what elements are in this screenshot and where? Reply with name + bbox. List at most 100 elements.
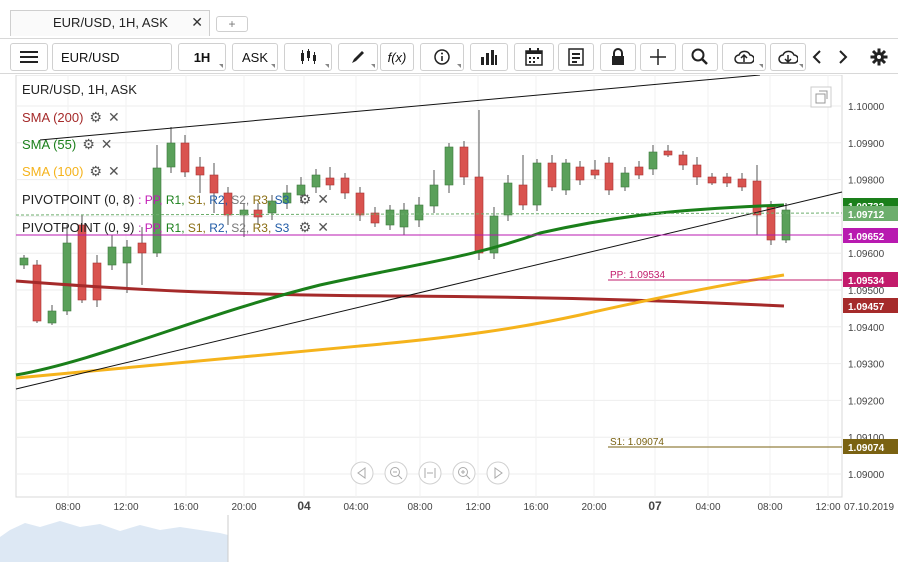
- lock-icon: [612, 48, 624, 65]
- candle-body: [737, 178, 747, 188]
- y-tick-label: 1.09100: [848, 433, 885, 444]
- chart-type-button[interactable]: [284, 43, 332, 71]
- close-icon[interactable]: ✕: [317, 219, 329, 235]
- info-button[interactable]: [420, 43, 464, 71]
- zoom-icon: [691, 48, 708, 65]
- chart-area[interactable]: 1.100001.099001.098001.097001.096001.095…: [0, 74, 898, 562]
- expand-icon[interactable]: [810, 86, 832, 108]
- x-tick-label: 07: [648, 499, 662, 513]
- calendar-icon: [525, 48, 543, 66]
- menu-button[interactable]: [10, 43, 48, 71]
- candle-body: [223, 192, 233, 216]
- cloud-upload-icon: [734, 50, 754, 64]
- y-tick-label: 1.09000: [848, 470, 885, 481]
- x-tick-label: 04:00: [343, 502, 368, 513]
- price-side-select[interactable]: ASK: [232, 43, 278, 71]
- candle-body: [137, 242, 147, 254]
- gear-icon[interactable]: ⚙: [298, 191, 312, 207]
- settings-button[interactable]: [866, 43, 892, 71]
- volume-button[interactable]: [470, 43, 508, 71]
- candle-body: [267, 200, 277, 214]
- info-icon: [434, 49, 450, 65]
- pivot-label: PIVOTPOINT (0, 9): [22, 220, 139, 235]
- x-tick-label: 08:00: [757, 502, 782, 513]
- download-button[interactable]: [770, 43, 806, 71]
- y-tick-label: 1.09900: [848, 139, 885, 150]
- close-icon[interactable]: ✕: [107, 109, 120, 125]
- scroll-left-button[interactable]: [806, 43, 828, 71]
- plot-frame: [15, 74, 843, 498]
- sma-200-line: [15, 279, 785, 308]
- candle-body: [518, 184, 528, 206]
- price-side-label: ASK: [241, 49, 268, 65]
- gear-icon[interactable]: ⚙: [82, 136, 95, 152]
- price-badge-text: 1.09534: [848, 276, 885, 287]
- overview-navigator[interactable]: [0, 515, 898, 562]
- tab-chart[interactable]: EUR/USD, 1H, ASK ✕: [10, 10, 210, 36]
- y-tick-label: 1.09800: [848, 176, 885, 187]
- gear-icon[interactable]: ⚙: [298, 219, 312, 235]
- y-tick-label: 1.09200: [848, 396, 885, 407]
- candle-body: [209, 174, 219, 194]
- tab-bar: EUR/USD, 1H, ASK ✕ +: [0, 0, 898, 36]
- candle-body: [122, 246, 132, 264]
- x-tick-label: 04: [297, 499, 311, 513]
- add-tab-button[interactable]: +: [216, 16, 248, 32]
- close-icon[interactable]: ✕: [317, 191, 329, 207]
- upload-button[interactable]: [722, 43, 766, 71]
- indicator-label: SMA (55): [22, 137, 77, 152]
- zoom-button[interactable]: [682, 43, 718, 71]
- bar-chart-icon: [481, 50, 497, 65]
- candle-body: [707, 176, 717, 184]
- timeframe-label: 1H: [193, 49, 211, 65]
- y-tick-label: 1.09400: [848, 323, 885, 334]
- indicator-legend: SMA (55) ⚙ ✕: [22, 136, 112, 153]
- price-badge: [843, 206, 898, 221]
- candle-body: [692, 164, 702, 178]
- nav-fit-button[interactable]: [418, 461, 442, 485]
- candle-body: [32, 264, 42, 322]
- nav-zoom-out-button[interactable]: [384, 461, 408, 485]
- pivot-legend: PIVOTPOINT (0, 9) : PP, R1, S1, R2, S2, …: [22, 219, 329, 236]
- timeframe-select[interactable]: 1H: [178, 43, 226, 71]
- price-chart[interactable]: 1.100001.099001.098001.097001.096001.095…: [0, 74, 898, 562]
- gear-icon[interactable]: ⚙: [89, 109, 102, 125]
- pivot-level-label: : PP,: [138, 193, 166, 207]
- scroll-right-button[interactable]: [832, 43, 854, 71]
- chart-toolbar: EUR/USD 1H ASK f(x): [0, 38, 898, 74]
- symbol-input[interactable]: EUR/USD: [52, 43, 172, 71]
- draw-tools-button[interactable]: [338, 43, 378, 71]
- tab-close-icon[interactable]: ✕: [191, 14, 203, 30]
- candle-body: [47, 310, 57, 324]
- nav-forward-button[interactable]: [486, 461, 510, 485]
- templates-button[interactable]: [558, 43, 594, 71]
- price-badge: [843, 228, 898, 243]
- indicators-button[interactable]: f(x): [380, 43, 414, 71]
- candle-body: [107, 246, 117, 266]
- y-tick-label: 1.09500: [848, 286, 885, 297]
- indicator-label: SMA (100): [22, 164, 84, 179]
- candle-body: [340, 177, 350, 194]
- price-badge-text: 1.09712: [848, 210, 885, 221]
- y-tick-label: 1.09300: [848, 360, 885, 371]
- gear-icon[interactable]: ⚙: [89, 163, 102, 179]
- nav-back-button[interactable]: [350, 461, 374, 485]
- pivot-level-label: S3: [274, 193, 293, 207]
- close-icon[interactable]: ✕: [100, 136, 113, 152]
- candle-body: [620, 172, 630, 188]
- candle-body: [19, 257, 29, 266]
- price-badge-text: 1.09457: [848, 302, 885, 313]
- candle-body: [474, 176, 484, 254]
- crosshair-button[interactable]: [640, 43, 676, 71]
- x-tick-label: 08:00: [407, 502, 432, 513]
- close-icon[interactable]: ✕: [107, 163, 120, 179]
- lock-button[interactable]: [600, 43, 636, 71]
- candle-body: [92, 262, 102, 301]
- nav-zoom-in-button[interactable]: [452, 461, 476, 485]
- y-axis: 1.100001.099001.098001.097001.096001.095…: [848, 102, 885, 481]
- pivot-level-label: R2,: [209, 193, 232, 207]
- candle-body: [399, 209, 409, 228]
- candle-body: [355, 192, 365, 216]
- candle-body: [678, 154, 688, 166]
- calendar-button[interactable]: [514, 43, 554, 71]
